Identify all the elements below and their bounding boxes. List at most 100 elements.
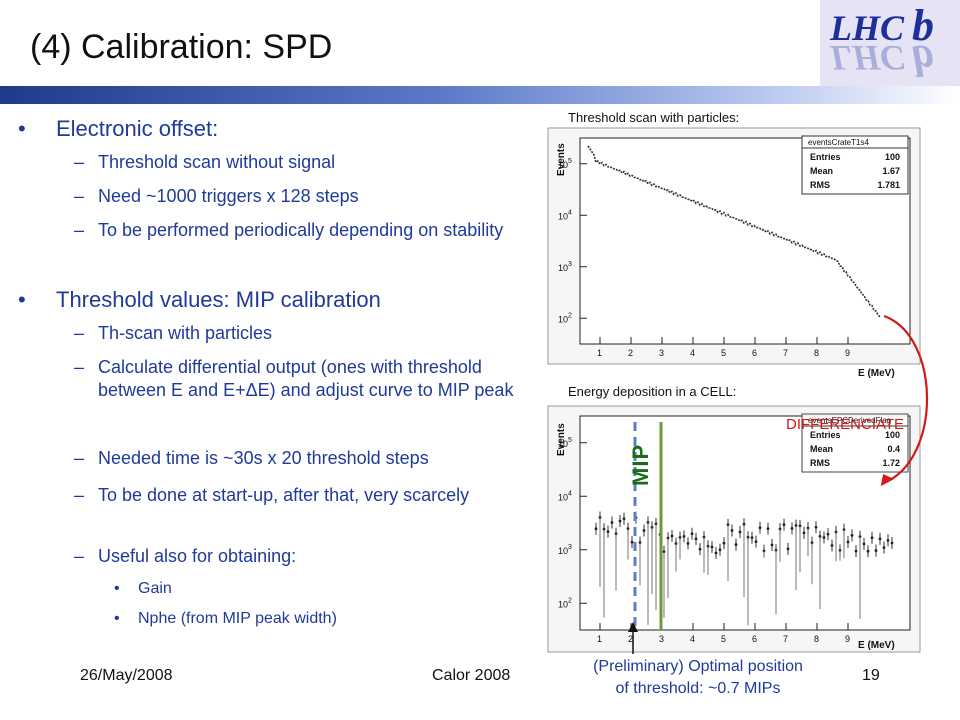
histogram-point — [758, 526, 762, 530]
histogram-point — [610, 521, 614, 524]
top-histogram-curve — [587, 145, 881, 318]
histogram-point — [846, 540, 850, 544]
caption-line-1: (Preliminary) Optimal position — [593, 658, 803, 675]
caption-pointer-arrowhead — [628, 622, 638, 632]
y-tick-exponent: 2 — [568, 312, 572, 319]
y-tick-exponent: 3 — [568, 544, 572, 551]
svg-text:b: b — [912, 1, 934, 50]
x-tick-label: 7 — [783, 348, 788, 358]
histogram-point — [594, 527, 598, 531]
histogram-point — [606, 530, 610, 534]
histogram-point — [638, 541, 642, 545]
histogram-point — [730, 529, 734, 532]
y-tick-exponent: 5 — [568, 158, 572, 165]
slide-title: (4) Calibration: SPD — [30, 28, 333, 66]
svg-text:LHC: LHC — [829, 8, 905, 48]
histogram-point — [890, 541, 894, 545]
histogram-point — [878, 537, 882, 541]
x-tick-label: 3 — [659, 634, 664, 644]
bottom-y-axis-label: Events — [556, 423, 567, 456]
stats-value: 1.67 — [882, 166, 900, 176]
y-tick-exponent: 5 — [568, 437, 572, 444]
histogram-point — [682, 534, 686, 538]
histogram-point — [710, 545, 714, 549]
histogram-point — [866, 549, 870, 553]
histogram-point — [790, 526, 794, 530]
histogram-point — [806, 526, 810, 530]
bottom-stats-rows: Entries 100 Mean 0.4 RMS 1.72 — [810, 430, 900, 468]
x-tick-label: 1 — [597, 634, 602, 644]
differentiate-arrow — [883, 314, 929, 483]
x-tick-label: 4 — [690, 348, 695, 358]
lhcb-logo-icon: LHC b LHC b — [820, 0, 960, 86]
lhcb-logo: LHC b LHC b — [820, 0, 960, 86]
histogram-point — [714, 551, 718, 555]
histogram-point — [870, 536, 874, 540]
histogram-point — [674, 542, 678, 545]
x-tick-label: 2 — [628, 634, 633, 644]
svg-text:b: b — [912, 36, 934, 85]
bottom-histogram-points — [594, 511, 894, 626]
y-tick-exponent: 2 — [568, 597, 572, 604]
histogram-point — [770, 543, 774, 547]
histogram-point — [698, 547, 702, 551]
histogram-point — [690, 532, 694, 536]
histogram-point — [854, 549, 858, 553]
stats-value: 1.781 — [877, 180, 900, 190]
differentiate-arrowhead — [880, 474, 894, 487]
bottom-plot-label: Energy deposition in a CELL: — [568, 384, 737, 399]
histogram-point — [874, 549, 878, 552]
stats-value: 1.72 — [882, 458, 900, 468]
histogram-point — [622, 517, 626, 521]
x-tick-label: 6 — [752, 634, 757, 644]
x-tick-label: 3 — [659, 348, 664, 358]
bottom-stats-title: eventsEPCDerivedFlag — [808, 416, 891, 425]
x-tick-label: 5 — [721, 348, 726, 358]
histogram-point — [694, 537, 698, 541]
histogram-point — [618, 519, 622, 523]
x-tick-label: 6 — [752, 348, 757, 358]
histogram-point — [754, 540, 758, 544]
bottom-x-axis-label: E (MeV) — [858, 640, 895, 651]
histogram-point — [786, 547, 790, 551]
x-tick-label: 9 — [845, 634, 850, 644]
stats-label: Entries — [810, 152, 841, 162]
top-plot-label: Threshold scan with particles: — [568, 110, 740, 125]
histogram-point — [826, 532, 830, 536]
stats-label: RMS — [810, 458, 830, 468]
histogram-point — [598, 516, 602, 519]
top-x-ticks: 1 2 3 4 5 6 7 8 9 — [597, 337, 850, 358]
histogram-point — [750, 536, 754, 540]
histogram-point — [746, 535, 750, 539]
stats-label: Mean — [810, 444, 833, 454]
x-tick-label: 4 — [690, 634, 695, 644]
histogram-point — [738, 530, 742, 534]
histogram-point — [882, 546, 886, 550]
histogram-point — [718, 548, 722, 552]
histogram-point — [830, 544, 834, 547]
y-tick-exponent: 4 — [568, 490, 572, 497]
differenciate-label: DIFFERENCIATE — [786, 416, 905, 433]
histogram-point — [734, 543, 738, 546]
stats-label: RMS — [810, 180, 830, 190]
x-tick-label: 2 — [628, 348, 633, 358]
stats-value: 100 — [885, 430, 900, 440]
x-tick-label: 9 — [845, 348, 850, 358]
histogram-point — [766, 527, 770, 531]
x-tick-label: 8 — [814, 634, 819, 644]
y-tick-exponent: 3 — [568, 261, 572, 268]
svg-text:LHC: LHC — [829, 38, 905, 78]
histogram-point — [762, 549, 766, 553]
histogram-point — [686, 542, 690, 545]
histogram-point — [630, 540, 634, 544]
histogram-point — [670, 534, 674, 538]
stats-value: 0.4 — [887, 444, 900, 454]
histogram-point — [822, 536, 826, 539]
x-tick-label: 7 — [783, 634, 788, 644]
top-y-axis-label: Events — [556, 143, 567, 176]
histogram-point — [850, 533, 854, 537]
histogram-point — [814, 525, 818, 529]
footer-conference: Calor 2008 — [432, 667, 511, 684]
